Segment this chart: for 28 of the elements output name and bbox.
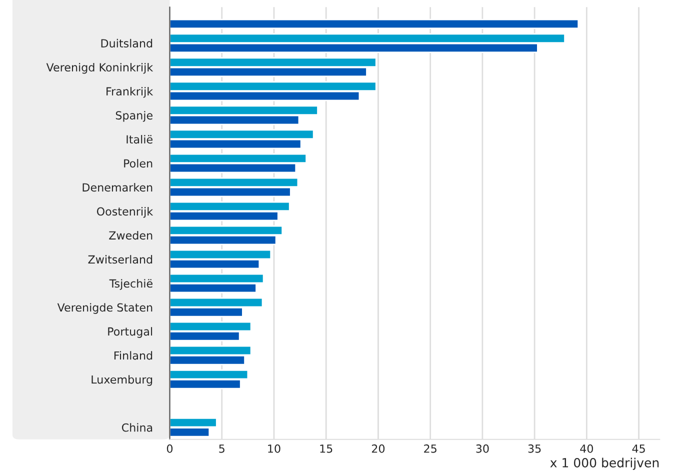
x-tick-label: 40 xyxy=(580,444,594,453)
y-tick-label: Frankrijk xyxy=(106,86,154,98)
x-axis-title: x 1 000 bedrijven xyxy=(550,458,659,470)
y-tick-label: Luxemburg xyxy=(92,375,152,386)
x-tick-label: 0 xyxy=(166,444,173,453)
x-tick-label: 5 xyxy=(219,444,224,453)
y-tick-label: Finland xyxy=(114,351,152,360)
x-tick-label: 30 xyxy=(476,444,489,453)
y-tick-label: Italië xyxy=(126,134,152,144)
x-tick-label: 45 xyxy=(632,444,645,453)
y-tick-label: Polen xyxy=(124,158,152,168)
y-tick-label: Portugal xyxy=(108,327,152,338)
y-tick-label: China xyxy=(122,423,152,432)
y-tick-label: Verenigd Koninkrijk xyxy=(46,62,154,74)
y-tick-label: Denemarken xyxy=(82,183,152,192)
y-tick-label: Verenigde Staten xyxy=(57,303,152,314)
y-tick-label: Spanje xyxy=(116,110,152,122)
y-tick-label: Tsjechië xyxy=(109,279,152,290)
x-tick-label: 20 xyxy=(372,444,385,453)
x-tick-label: 25 xyxy=(424,444,436,453)
y-tick-label: Zweden xyxy=(109,231,152,240)
y-tick-label: Duitsland xyxy=(101,38,152,48)
x-tick-label: 15 xyxy=(320,444,332,453)
bar xyxy=(170,18,580,30)
y-tick-label: Oostenrijk xyxy=(96,207,154,218)
x-tick-label: 35 xyxy=(528,444,541,453)
x-tick-label: 10 xyxy=(268,444,280,453)
y-tick-label: Zwitserland xyxy=(88,255,152,264)
